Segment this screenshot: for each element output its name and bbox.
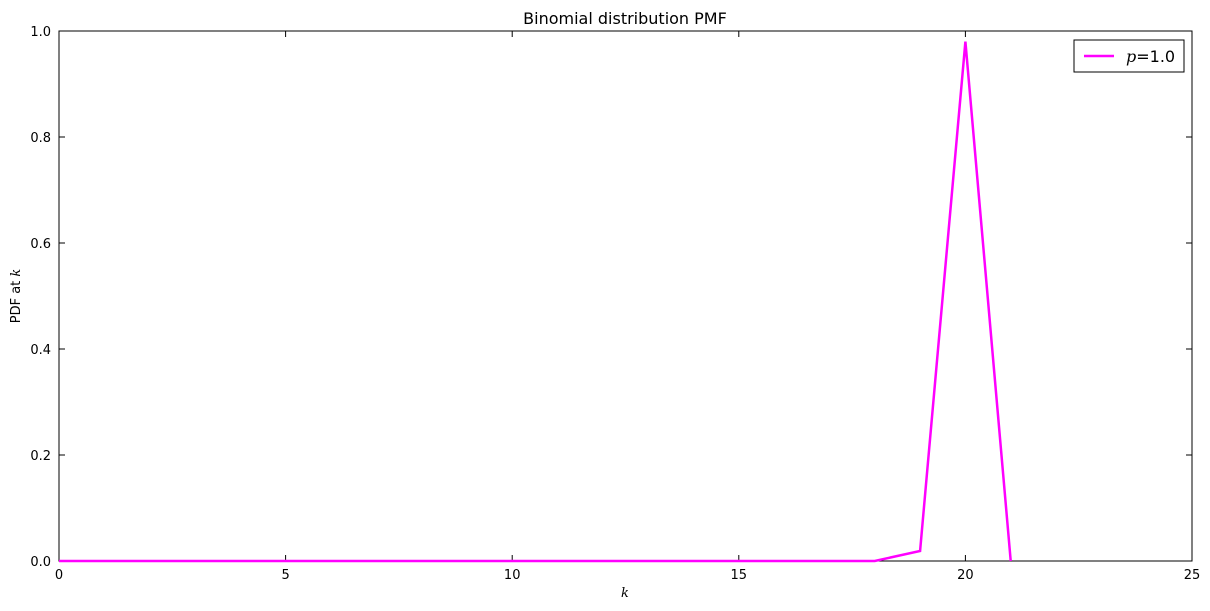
x-tick-label: 20 [957,568,974,583]
legend: p=1.0 [1073,39,1185,73]
x-tick-label: 5 [281,568,289,583]
legend-label-value: =1.0 [1136,47,1175,66]
y-axis-label: PDF at k [9,269,24,324]
legend-label-var: p [1126,47,1136,66]
chart-title: Binomial distribution PMF [523,9,727,28]
y-tick-label: 0.4 [30,343,51,358]
x-tick-label: 15 [731,568,748,583]
legend-label: p=1.0 [1126,47,1175,66]
y-tick-label: 0.0 [30,555,51,570]
x-tick-label: 10 [504,568,521,583]
y-axis-label-var: k [9,269,24,277]
x-axis-label: k [621,586,629,601]
x-tick-label: 0 [55,568,63,583]
y-tick-label: 0.8 [30,131,51,146]
series-layer [59,41,1012,563]
y-axis-label-prefix: PDF at [9,277,24,324]
y-tick-label: 0.6 [30,237,51,252]
series-line-p-1 [59,41,1012,563]
y-tick-label: 1.0 [30,25,51,40]
plot-area-frame [58,30,1193,562]
y-tick-label: 0.2 [30,449,51,464]
axis-ticks: 0 5 10 15 20 25 0.0 0.2 0.4 0.6 0.8 1.0 [30,25,1200,583]
x-tick-label: 25 [1184,568,1201,583]
